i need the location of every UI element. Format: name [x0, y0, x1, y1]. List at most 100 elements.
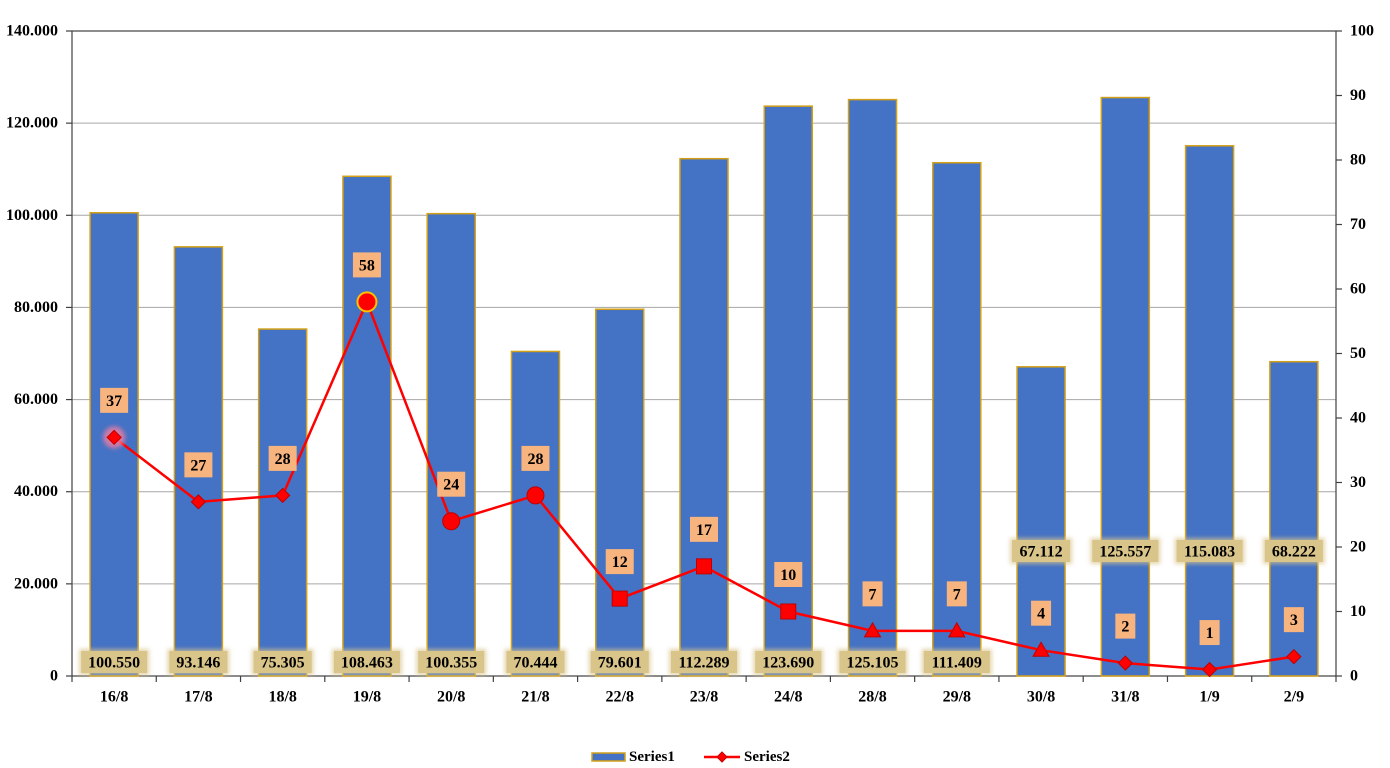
y-right-tick-label-20: 20: [1350, 539, 1366, 556]
bar-28-8: [847, 98, 898, 677]
series1-bars: [89, 96, 1319, 677]
bar-label-17-8: 93.146: [167, 649, 230, 675]
bar-label-16-8: 100.550: [79, 649, 150, 675]
bar-label-21-8: 70.444: [504, 649, 567, 675]
point-label-text: 3: [1290, 612, 1298, 629]
point-label-17-8: 27: [184, 452, 213, 478]
x-tick-label-19-8: 19/8: [353, 689, 381, 706]
bar-21-8: [510, 350, 561, 677]
point-label-text: 12: [612, 554, 628, 571]
marker-19-8: [356, 291, 378, 313]
point-label-22-8: 12: [605, 549, 634, 575]
marker-1-9: [1201, 661, 1218, 678]
y-left-tick-label-20000: 20.000: [14, 575, 58, 592]
point-label-18-8: 28: [268, 445, 297, 471]
point-label-text: 28: [527, 451, 543, 468]
bar-label-text: 115.083: [1184, 544, 1235, 561]
point-label-box: [1031, 600, 1052, 626]
y-left-tick-label-120000: 120.000: [6, 115, 58, 132]
y-left-tick-label-40000: 40.000: [14, 483, 58, 500]
point-label-text: 24: [443, 477, 459, 494]
point-label-text: 2: [1121, 619, 1129, 636]
legend-label-series2: Series2: [744, 749, 790, 765]
x-tick-label-17-8: 17/8: [184, 689, 212, 706]
bar-label-1-9: 115.083: [1174, 538, 1245, 564]
bar-label-box: [839, 651, 906, 673]
bar-23-8: [679, 157, 729, 677]
bar-19-8: [342, 175, 392, 677]
marker-21-8: [526, 486, 545, 505]
bar-label-box: [1176, 540, 1243, 562]
marker-29-8: [947, 621, 966, 638]
bar-label-box: [923, 651, 990, 673]
point-label-box: [100, 387, 129, 413]
bar-label-30-8: 67.112: [1010, 538, 1073, 564]
bar-label-text: 75.305: [261, 655, 305, 672]
point-label-text: 7: [953, 586, 961, 603]
x-tick-label-22-8: 22/8: [606, 689, 634, 706]
marker-2-9: [1286, 648, 1302, 665]
point-label-21-8: 28: [521, 445, 550, 471]
point-label-box: [1115, 613, 1136, 639]
marker-16-8: [106, 429, 122, 446]
bar-label-text: 68.222: [1272, 544, 1316, 561]
marker-22-8: [611, 590, 628, 607]
y-right-tick-label-60: 60: [1350, 281, 1366, 298]
point-label-text: 10: [780, 567, 796, 584]
y-right-tick-label-100: 100: [1350, 23, 1374, 40]
point-label-16-8: 37: [100, 387, 129, 413]
bar-label-31-8: 125.557: [1090, 538, 1161, 564]
point-label-box: [690, 516, 718, 542]
point-label-text: 7: [869, 586, 877, 603]
legend-entry-series1: Series1: [591, 749, 675, 765]
x-tick-label-1-9: 1/9: [1199, 689, 1219, 706]
x-tick-label-24-8: 24/8: [774, 689, 802, 706]
bar-label-23-8: 112.289: [669, 649, 739, 675]
bar-label-box: [253, 651, 312, 673]
bar-label-29-8: 111.409: [921, 649, 992, 675]
bar-label-text: 111.409: [932, 655, 982, 672]
point-label-box: [946, 581, 967, 607]
y-right-tick-label-10: 10: [1350, 603, 1366, 620]
point-label-text: 37: [106, 393, 122, 410]
point-label-29-8: 7: [946, 581, 967, 607]
point-label-box: [437, 471, 466, 497]
bar-label-box: [506, 651, 565, 673]
point-label-box: [774, 562, 803, 587]
bar-label-box: [671, 651, 737, 673]
bar-label-text: 108.463: [341, 655, 393, 672]
bar-label-text: 125.105: [847, 655, 899, 672]
point-label-box: [521, 445, 550, 471]
point-label-text: 4: [1037, 606, 1045, 623]
bar-label-28-8: 125.105: [837, 649, 908, 675]
y-left-tick-label-80000: 80.000: [14, 299, 58, 316]
legend: Series1 Series2: [591, 749, 790, 765]
y-left-tick-label-0: 0: [50, 668, 58, 685]
bar-label-box: [590, 651, 649, 673]
point-label-box: [605, 549, 634, 575]
marker-31-8: [1117, 655, 1134, 671]
y-left-tick-label-60000: 60.000: [14, 391, 58, 408]
bar-label-text: 100.355: [425, 655, 477, 672]
bar-label-box: [1092, 540, 1159, 562]
bar-label-text: 100.550: [88, 655, 140, 672]
series2-data-labels: 37 27 28 58 24 28 12 17 10 7 7 4 2 1 3: [100, 252, 1304, 646]
point-label-2-9: 3: [1283, 607, 1304, 633]
y-right-tick-label-50: 50: [1350, 345, 1366, 362]
y-right-tick-label-70: 70: [1350, 216, 1366, 233]
bar-label-text: 123.690: [762, 655, 814, 672]
bar-20-8: [426, 212, 476, 677]
x-tick-label-30-8: 30/8: [1027, 689, 1055, 706]
bar-30-8: [1016, 366, 1066, 677]
bar-label-text: 67.112: [1020, 544, 1063, 561]
y-left-tick-label-100000: 100.000: [6, 207, 58, 224]
bar-label-19-8: 108.463: [331, 649, 402, 675]
bar-label-text: 125.557: [1099, 544, 1151, 561]
x-tick-label-21-8: 21/8: [521, 689, 549, 706]
marker-20-8: [442, 512, 461, 531]
bar-label-box: [755, 651, 822, 673]
y-right-tick-label-0: 0: [1350, 668, 1358, 685]
bar-label-text: 70.444: [513, 655, 557, 672]
point-label-20-8: 24: [437, 471, 466, 497]
